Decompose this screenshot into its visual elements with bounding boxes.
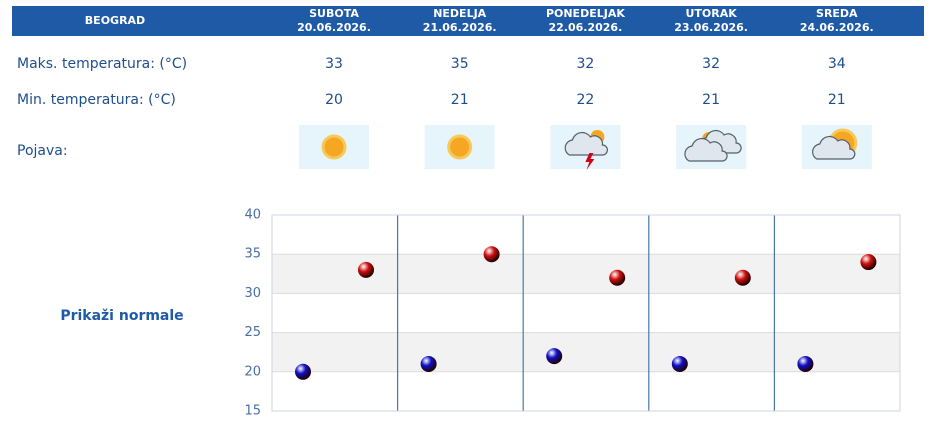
weather-icon (676, 125, 747, 169)
min-temp: 21 (451, 92, 469, 108)
day-name: PONEDELJAK (546, 7, 625, 20)
min-temp: 21 (702, 92, 720, 108)
max-temp: 32 (702, 56, 720, 72)
day-date: 22.06.2026. (549, 21, 623, 34)
y-tick-label: 20 (244, 364, 261, 379)
temp-point (546, 348, 563, 365)
day-date: 24.06.2026. (800, 21, 874, 34)
phenomenon-label: Pojava: (17, 143, 68, 159)
weather-icon (299, 125, 369, 169)
band-shade (272, 332, 900, 372)
sun (447, 134, 473, 160)
day-name: UTORAK (685, 7, 737, 20)
y-tick-label: 35 (244, 247, 261, 262)
day-date: 21.06.2026. (423, 21, 497, 34)
weather-icon (424, 125, 495, 169)
temp-point (860, 254, 877, 271)
y-tick-label: 15 (244, 404, 261, 419)
max-temp: 35 (451, 56, 469, 72)
temp-point (609, 269, 626, 286)
day-date: 20.06.2026. (297, 21, 371, 34)
temp-point (797, 355, 814, 372)
cloud (812, 135, 856, 160)
temp-point (420, 355, 437, 372)
temp-point (358, 261, 374, 278)
header-bar (12, 6, 924, 36)
cloud (684, 137, 728, 162)
max-label: Maks. temperatura: (°C) (17, 56, 187, 72)
bolt (585, 153, 595, 170)
cloud (564, 131, 608, 156)
max-temp: 34 (828, 56, 846, 72)
plot-bg (271, 214, 901, 412)
plot-frame (271, 214, 901, 412)
weather-icon (801, 125, 872, 169)
city: BEOGRAD (85, 14, 145, 27)
day-date: 23.06.2026. (674, 21, 748, 34)
max-temp: 32 (576, 56, 594, 72)
day-name: NEDELJA (433, 7, 486, 20)
temp-point (734, 269, 751, 286)
temp-point (483, 246, 500, 263)
y-tick-label: 30 (244, 286, 261, 301)
day-name: SUBOTA (309, 7, 359, 20)
min-temp: 21 (828, 92, 846, 108)
min-temp: 20 (325, 92, 343, 108)
y-tick-label: 40 (244, 208, 261, 223)
day-name: SREDA (816, 7, 858, 20)
band-shade (272, 254, 900, 294)
show-normals[interactable]: Prikaži normale (60, 308, 183, 324)
temp-point (295, 363, 311, 380)
y-tick-label: 25 (244, 325, 261, 340)
max-temp: 33 (325, 56, 343, 72)
temp-point (671, 355, 688, 372)
weather-icon (550, 125, 621, 170)
min-label: Min. temperatura: (°C) (17, 92, 176, 108)
sun (321, 134, 347, 160)
min-temp: 22 (576, 92, 594, 108)
